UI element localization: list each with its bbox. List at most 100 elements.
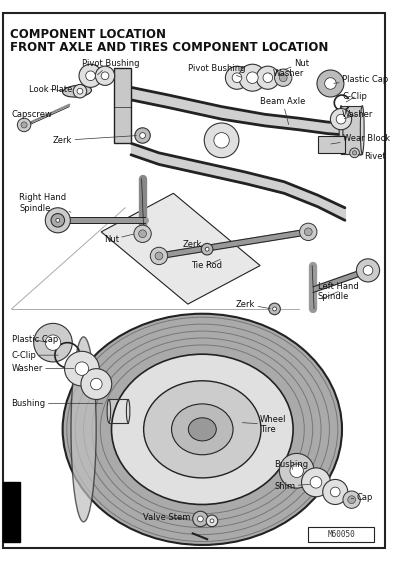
Circle shape bbox=[310, 476, 322, 488]
Circle shape bbox=[75, 362, 89, 375]
Circle shape bbox=[279, 453, 314, 488]
Circle shape bbox=[34, 323, 72, 362]
Text: Pivot Bushing: Pivot Bushing bbox=[188, 63, 245, 77]
Circle shape bbox=[45, 335, 61, 351]
Circle shape bbox=[274, 69, 292, 86]
Text: Wheel
Tire: Wheel Tire bbox=[242, 415, 287, 434]
Circle shape bbox=[155, 252, 163, 260]
Circle shape bbox=[323, 480, 348, 504]
Circle shape bbox=[139, 230, 146, 238]
Circle shape bbox=[317, 70, 344, 97]
Text: Zerk: Zerk bbox=[236, 300, 270, 309]
Text: Washer: Washer bbox=[342, 110, 373, 119]
Circle shape bbox=[263, 73, 273, 82]
Ellipse shape bbox=[188, 418, 216, 441]
Circle shape bbox=[150, 247, 168, 265]
Text: Zerk: Zerk bbox=[53, 136, 136, 145]
Text: Shim: Shim bbox=[274, 482, 310, 491]
Ellipse shape bbox=[112, 354, 293, 504]
Circle shape bbox=[279, 74, 287, 81]
Text: FRONT AXLE AND TIRES COMPONENT LOCATION: FRONT AXLE AND TIRES COMPONENT LOCATION bbox=[10, 41, 328, 54]
Circle shape bbox=[101, 72, 109, 80]
Circle shape bbox=[193, 511, 208, 527]
Circle shape bbox=[350, 148, 359, 158]
Circle shape bbox=[81, 369, 112, 399]
Circle shape bbox=[21, 122, 27, 128]
Circle shape bbox=[325, 78, 336, 89]
Circle shape bbox=[79, 64, 102, 88]
Text: Bushing: Bushing bbox=[274, 461, 309, 470]
Ellipse shape bbox=[360, 105, 364, 154]
Polygon shape bbox=[101, 194, 260, 304]
Circle shape bbox=[202, 243, 213, 255]
Text: Washer: Washer bbox=[12, 364, 74, 373]
Circle shape bbox=[232, 73, 242, 82]
Circle shape bbox=[91, 378, 102, 390]
Circle shape bbox=[304, 228, 312, 236]
Text: Look Plate: Look Plate bbox=[29, 85, 72, 94]
Text: Wear Block: Wear Block bbox=[331, 134, 390, 144]
Text: COMPONENT LOCATION: COMPONENT LOCATION bbox=[10, 27, 166, 40]
Bar bbox=[3, 482, 20, 542]
Circle shape bbox=[330, 487, 340, 497]
Text: Tie Rod: Tie Rod bbox=[191, 259, 222, 270]
Circle shape bbox=[343, 491, 360, 508]
Circle shape bbox=[352, 151, 357, 155]
Circle shape bbox=[134, 225, 151, 242]
Bar bbox=[341, 105, 362, 154]
Circle shape bbox=[247, 72, 258, 84]
Text: Nut: Nut bbox=[104, 234, 133, 244]
Circle shape bbox=[197, 516, 203, 522]
Text: Valve Stem: Valve Stem bbox=[143, 513, 190, 522]
Text: Beam Axle: Beam Axle bbox=[260, 97, 305, 125]
Circle shape bbox=[135, 128, 150, 143]
Circle shape bbox=[225, 66, 249, 89]
Circle shape bbox=[348, 496, 355, 504]
Ellipse shape bbox=[172, 404, 233, 455]
Ellipse shape bbox=[71, 337, 96, 522]
Text: Zerk: Zerk bbox=[183, 240, 206, 249]
Circle shape bbox=[77, 88, 83, 94]
Text: Capscrew: Capscrew bbox=[12, 110, 52, 122]
Circle shape bbox=[239, 64, 266, 91]
Text: Cap: Cap bbox=[351, 493, 373, 502]
Text: Right Hand
Spindle: Right Hand Spindle bbox=[19, 193, 71, 213]
Ellipse shape bbox=[107, 399, 110, 422]
Bar bbox=[308, 527, 374, 542]
Ellipse shape bbox=[339, 105, 343, 154]
Circle shape bbox=[140, 132, 145, 139]
Circle shape bbox=[73, 85, 87, 98]
Text: Bushing: Bushing bbox=[12, 399, 103, 408]
Ellipse shape bbox=[62, 85, 91, 97]
Circle shape bbox=[273, 307, 276, 311]
Circle shape bbox=[269, 303, 280, 315]
Text: C-Clip: C-Clip bbox=[342, 93, 367, 102]
Circle shape bbox=[86, 71, 96, 81]
Circle shape bbox=[204, 123, 239, 158]
Circle shape bbox=[330, 108, 352, 130]
Circle shape bbox=[53, 215, 62, 225]
Ellipse shape bbox=[127, 399, 130, 422]
Text: Pivot Bushing: Pivot Bushing bbox=[82, 59, 139, 75]
Text: Plastic Cap: Plastic Cap bbox=[334, 75, 388, 84]
Circle shape bbox=[205, 247, 209, 251]
Circle shape bbox=[356, 259, 380, 282]
Circle shape bbox=[45, 208, 71, 233]
Circle shape bbox=[336, 114, 346, 124]
Text: Rivet: Rivet bbox=[358, 152, 386, 161]
Circle shape bbox=[301, 468, 330, 497]
Bar bbox=[114, 68, 131, 143]
Circle shape bbox=[290, 464, 303, 477]
Circle shape bbox=[210, 519, 214, 523]
Circle shape bbox=[206, 515, 218, 527]
Text: Plastic Cap: Plastic Cap bbox=[12, 335, 58, 344]
Bar bbox=[318, 136, 345, 153]
Circle shape bbox=[256, 66, 279, 89]
Circle shape bbox=[299, 223, 317, 241]
Text: Nut: Nut bbox=[285, 59, 309, 70]
Circle shape bbox=[51, 214, 64, 227]
Circle shape bbox=[363, 265, 373, 275]
Text: C-Clip: C-Clip bbox=[12, 351, 58, 360]
Circle shape bbox=[96, 66, 114, 85]
Text: Left Hand
Spindle: Left Hand Spindle bbox=[318, 282, 359, 301]
